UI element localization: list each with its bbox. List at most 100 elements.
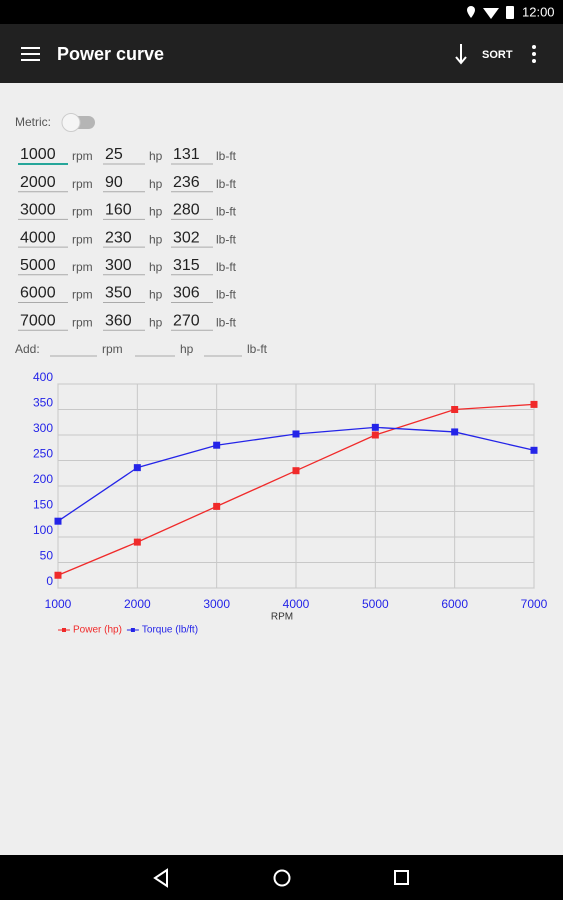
battery-icon bbox=[506, 6, 514, 19]
unit-label: rpm bbox=[72, 149, 93, 163]
input-value[interactable]: 350 bbox=[105, 285, 132, 302]
input-value[interactable]: 1000 bbox=[20, 146, 56, 163]
data-point bbox=[371, 431, 379, 439]
unit-label: hp bbox=[180, 342, 194, 356]
unit-label: lb-ft bbox=[216, 315, 237, 329]
unit-label: lb-ft bbox=[216, 260, 237, 274]
data-point bbox=[54, 571, 62, 579]
status-bar bbox=[0, 0, 563, 24]
data-point bbox=[530, 400, 538, 408]
y-tick-label: 350 bbox=[33, 396, 53, 410]
unit-label: lb-ft bbox=[216, 288, 237, 302]
recents-button[interactable] bbox=[394, 870, 409, 885]
unit-label: rpm bbox=[72, 288, 93, 302]
back-button[interactable] bbox=[153, 868, 168, 888]
data-point bbox=[451, 406, 459, 413]
y-tick-label: 150 bbox=[33, 498, 53, 512]
y-tick-label: 50 bbox=[40, 549, 54, 563]
data-point bbox=[530, 446, 538, 454]
input-value[interactable]: 315 bbox=[173, 257, 200, 274]
metric-label: Metric: bbox=[15, 115, 51, 129]
unit-label: lb-ft bbox=[216, 205, 237, 219]
input-value[interactable]: 360 bbox=[105, 312, 132, 329]
legend-label: Torque (lb/ft) bbox=[142, 625, 198, 636]
y-tick-label: 100 bbox=[33, 523, 53, 537]
sort-button[interactable]: SORT bbox=[455, 44, 513, 65]
y-tick-label: 200 bbox=[33, 472, 53, 486]
data-point bbox=[133, 538, 141, 546]
unit-label: hp bbox=[149, 205, 163, 219]
input-value[interactable]: 131 bbox=[173, 146, 200, 163]
unit-label: rpm bbox=[72, 232, 93, 246]
input-value[interactable]: 160 bbox=[105, 202, 132, 219]
unit-label: rpm bbox=[102, 342, 123, 356]
data-point bbox=[133, 464, 141, 472]
input-value[interactable]: 25 bbox=[105, 146, 123, 163]
unit-label: rpm bbox=[72, 260, 93, 274]
unit-label: hp bbox=[149, 288, 163, 302]
data-point bbox=[54, 517, 62, 525]
input-value[interactable]: 270 bbox=[173, 312, 200, 329]
unit-label: lb-ft bbox=[216, 149, 237, 163]
input-value[interactable]: 5000 bbox=[20, 257, 56, 274]
unit-label: rpm bbox=[72, 205, 93, 219]
input-value[interactable]: 90 bbox=[105, 174, 123, 191]
x-tick-label: 1000 bbox=[45, 597, 72, 611]
wifi-icon bbox=[483, 8, 499, 19]
y-tick-label: 0 bbox=[46, 574, 53, 588]
input-value[interactable]: 7000 bbox=[20, 312, 56, 329]
legend-swatch bbox=[130, 628, 135, 632]
x-tick-label: 5000 bbox=[362, 597, 389, 611]
legend-swatch bbox=[62, 628, 66, 632]
input-value[interactable]: 306 bbox=[173, 285, 200, 302]
unit-label: hp bbox=[149, 232, 163, 246]
menu-button[interactable] bbox=[21, 47, 40, 61]
unit-label: hp bbox=[149, 149, 163, 163]
data-point bbox=[213, 441, 221, 449]
unit-label: lb-ft bbox=[216, 177, 237, 191]
metric-switch[interactable] bbox=[61, 113, 95, 132]
legend-label: Power (hp) bbox=[73, 625, 122, 636]
overflow-menu[interactable] bbox=[532, 45, 536, 63]
location-icon bbox=[467, 6, 475, 18]
input-value[interactable]: 280 bbox=[173, 202, 200, 219]
input-value[interactable]: 6000 bbox=[20, 285, 56, 302]
input-value[interactable]: 300 bbox=[105, 257, 132, 274]
input-value[interactable]: 2000 bbox=[20, 174, 56, 191]
toolbar bbox=[0, 24, 563, 83]
input-value[interactable]: 4000 bbox=[20, 229, 56, 246]
input-value[interactable]: 230 bbox=[105, 229, 132, 246]
x-tick-label: 6000 bbox=[441, 597, 468, 611]
home-button[interactable] bbox=[273, 869, 291, 887]
input-value[interactable]: 236 bbox=[173, 174, 200, 191]
data-point bbox=[292, 430, 300, 438]
add-label: Add: bbox=[15, 342, 40, 356]
input-value[interactable]: 3000 bbox=[20, 202, 56, 219]
y-tick-label: 250 bbox=[33, 447, 53, 461]
unit-label: hp bbox=[149, 177, 163, 191]
y-tick-label: 400 bbox=[33, 370, 53, 384]
nav-bar bbox=[0, 855, 563, 900]
data-point bbox=[451, 428, 459, 436]
data-point bbox=[292, 467, 300, 475]
unit-label: hp bbox=[149, 315, 163, 329]
sort-label: SORT bbox=[482, 49, 513, 61]
x-tick-label: 7000 bbox=[521, 597, 548, 611]
x-tick-label: 2000 bbox=[124, 597, 151, 611]
data-point bbox=[371, 423, 379, 431]
unit-label: lb-ft bbox=[247, 342, 268, 356]
clock: 12:00 bbox=[522, 4, 555, 19]
unit-label: rpm bbox=[72, 177, 93, 191]
y-tick-label: 300 bbox=[33, 421, 53, 435]
unit-label: rpm bbox=[72, 315, 93, 329]
toolbar-title: Power curve bbox=[57, 44, 164, 64]
unit-label: hp bbox=[149, 260, 163, 274]
input-value[interactable]: 302 bbox=[173, 229, 200, 246]
x-tick-label: 3000 bbox=[203, 597, 230, 611]
x-tick-label: 4000 bbox=[283, 597, 310, 611]
x-axis-label: RPM bbox=[271, 612, 293, 623]
data-point bbox=[213, 502, 221, 510]
unit-label: lb-ft bbox=[216, 232, 237, 246]
